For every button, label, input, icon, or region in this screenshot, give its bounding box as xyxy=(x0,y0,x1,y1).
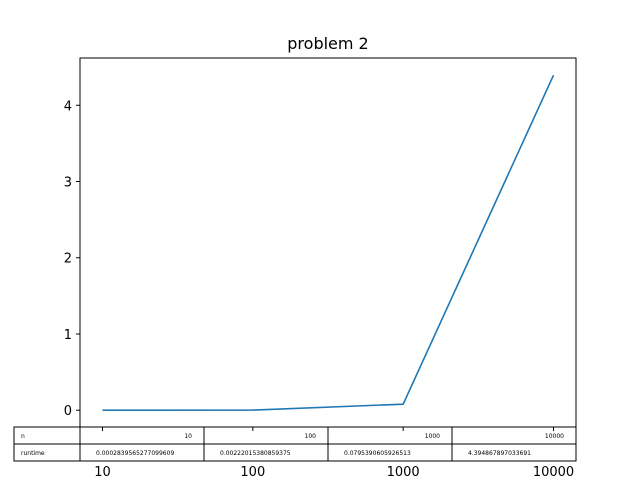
table-cell xyxy=(451,443,577,462)
table-cell-value: 100 xyxy=(305,433,317,440)
table-cell-value: 0.0795390605926513 xyxy=(344,450,411,457)
table-row-label: n xyxy=(21,433,25,440)
table-cell-value: 10000 xyxy=(545,433,564,440)
table-cell-value: 0.0002839565277099609 xyxy=(96,450,174,457)
x-tick-label: 10000 xyxy=(533,465,574,480)
chart-title: problem 2 xyxy=(287,34,368,53)
table-cell-value: 1000 xyxy=(425,433,440,440)
series-layer xyxy=(102,74,555,412)
y-tick-label: 1 xyxy=(64,328,72,343)
y-tick-label: 0 xyxy=(64,404,72,419)
y-tick-label: 2 xyxy=(64,252,72,267)
table-cell-value: 10 xyxy=(184,433,192,440)
y-tick-label: 4 xyxy=(64,99,72,114)
y-axis: 0 1 2 3 4 xyxy=(64,99,80,419)
table-cell-value: 4.394867897033691 xyxy=(468,450,531,457)
x-tick-label: 100 xyxy=(240,465,265,480)
x-tick-label: 10 xyxy=(94,465,111,480)
x-axis: 10 100 1000 10000 xyxy=(94,427,574,480)
table-cell-value: 0.00222015380859375 xyxy=(220,450,291,457)
y-tick-label: 3 xyxy=(64,176,72,191)
x-tick-label: 1000 xyxy=(387,465,420,480)
plot-area-frame xyxy=(79,57,577,428)
series-line xyxy=(102,74,555,412)
data-table: n 10 100 1000 10000 runtime 0.0002839565277099… xyxy=(13,426,577,462)
table-row-label: runtime xyxy=(21,450,45,457)
